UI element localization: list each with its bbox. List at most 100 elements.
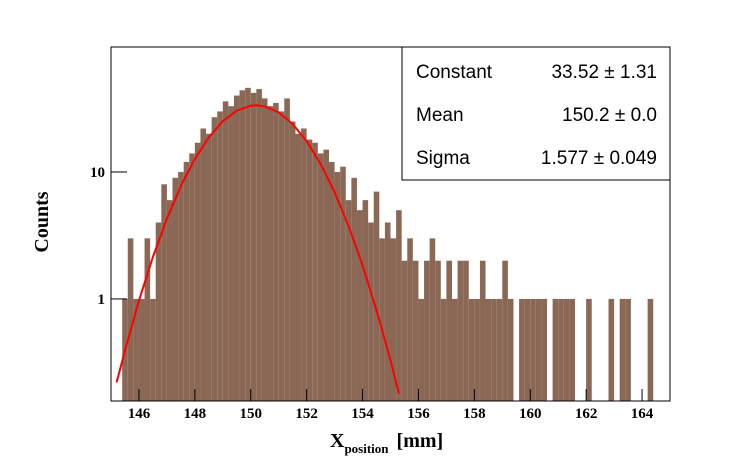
bar [608,298,615,401]
x-label-unit: [mm] [397,430,444,452]
fit-curve [115,104,400,394]
bar [211,117,218,401]
bar [312,142,318,401]
bar [418,298,425,401]
stat-value: 150.2 ± 0.0 [562,105,657,126]
bar [440,298,447,401]
bar [306,139,313,401]
bar [178,171,184,401]
x-tick-label: 146 [128,406,151,422]
bar [362,200,369,401]
bar [491,298,497,401]
bar [541,298,548,401]
bar [256,89,262,401]
bar [625,298,631,401]
bar [138,298,145,401]
bar [524,298,531,401]
bar [144,238,151,401]
bar [278,111,285,401]
bar [217,111,223,401]
bar [351,177,357,401]
x-tick-label: 152 [295,406,318,422]
bar [356,210,363,401]
bar [295,133,302,401]
bar [161,184,167,401]
bar [558,298,564,401]
y-axis-label: Counts [31,191,53,252]
bar [412,260,419,401]
bar [457,260,464,401]
bar [206,133,212,401]
bar [233,95,240,401]
bar [379,238,385,401]
axes: 146 148 150 152 154 156 158 160 162 164 1 10 [90,165,654,422]
bar [284,98,290,401]
bar [586,298,592,401]
bar [502,260,508,401]
frame [110,46,671,402]
x-tick-label: 150 [240,406,263,422]
x-label-main: X [330,430,345,452]
stat-value: 33.52 ± 1.31 [551,62,657,83]
bar [166,200,173,401]
bar [474,298,480,401]
bar [228,106,234,401]
stat-name: Constant [416,62,493,83]
bar [429,238,436,401]
bar [245,87,251,401]
bar [323,149,330,401]
x-tick-label: 154 [351,406,374,422]
bar [261,98,268,401]
bar [222,101,229,401]
bar [127,238,134,401]
bar [407,238,413,401]
bar [435,260,441,401]
x-tick-label: 156 [407,406,430,422]
bar [446,260,452,401]
bar [552,298,559,401]
x-tick-label: 164 [631,406,654,422]
stat-value: 1.577 ± 0.049 [541,148,657,169]
x-axis-label: Xposition [mm] [330,430,443,456]
bar [172,177,179,401]
bar [384,222,391,401]
bar [563,298,570,401]
x-tick-label: 160 [519,406,542,422]
x-tick-label: 162 [575,406,598,422]
bar [647,298,654,401]
bar [507,298,514,401]
bar [267,106,274,401]
stats: Constant 33.52 ± 1.31 Mean 150.2 ± 0.0 Sigma… [416,62,657,169]
bar [535,298,542,401]
x-tick-label: 148 [184,406,207,422]
bar [424,260,430,401]
bar [519,298,525,401]
bar [619,298,626,401]
bar [301,128,307,401]
bar [273,102,279,401]
bar [390,238,397,401]
bar [289,121,296,401]
bar [239,90,246,401]
y-tick-label: 1 [98,292,106,308]
x-tick-label: 158 [463,406,486,422]
bar [334,171,341,401]
stats-box [401,46,671,181]
stat-name: Mean [416,105,464,126]
bar [250,92,257,401]
bar [451,298,458,401]
y-tick-label: 10 [90,165,105,181]
bar [396,210,402,401]
bar [317,153,324,401]
bar [373,191,380,401]
bar [345,200,352,401]
bar [485,298,492,401]
bar [133,298,139,401]
bar [150,298,156,401]
bar [189,153,195,401]
bar [368,222,374,401]
bar [463,260,469,401]
plot-area [115,87,654,401]
bar [194,142,201,401]
